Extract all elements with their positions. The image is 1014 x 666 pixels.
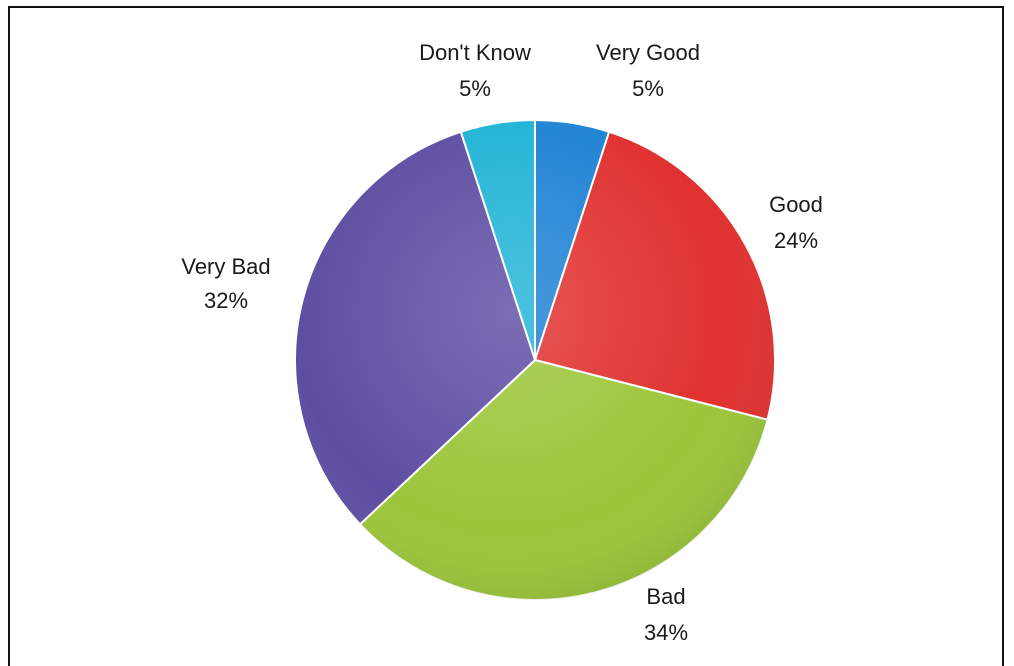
slice-label-very-good: Very Good xyxy=(596,40,700,65)
slice-value-dont-know: 5% xyxy=(459,76,491,101)
slice-label-bad: Bad xyxy=(646,584,685,609)
slice-value-very-bad: 32% xyxy=(204,288,248,313)
slice-value-good: 24% xyxy=(774,228,818,253)
pie-slices xyxy=(294,118,776,601)
slice-label-very-bad: Very Bad xyxy=(181,254,270,279)
slice-value-bad: 34% xyxy=(644,620,688,645)
slice-value-very-good: 5% xyxy=(632,76,664,101)
slice-label-dont-know: Don't Know xyxy=(419,40,531,65)
slice-label-good: Good xyxy=(769,192,823,217)
